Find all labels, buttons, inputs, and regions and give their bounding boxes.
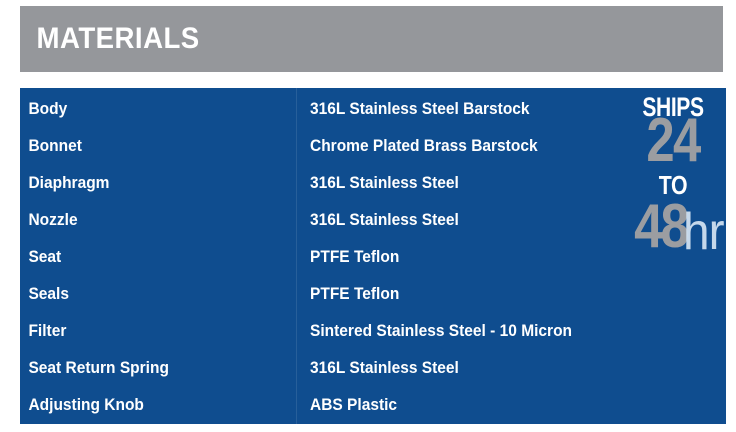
material-value: PTFE Teflon: [310, 248, 400, 266]
materials-table: Body 316L Stainless Steel Barstock Bonne…: [20, 88, 726, 424]
table-row: Adjusting Knob ABS Plastic: [20, 387, 726, 424]
table-row: Seat PTFE Teflon: [20, 239, 726, 276]
badge-ships-label: SHIPS: [642, 92, 704, 122]
table-row: Seals PTFE Teflon: [20, 276, 726, 313]
table-row: Seat Return Spring 316L Stainless Steel: [20, 350, 726, 387]
materials-panel: Body 316L Stainless Steel Barstock Bonne…: [20, 88, 726, 424]
material-name: Bonnet: [28, 137, 82, 155]
material-name: Body: [28, 100, 68, 118]
material-name: Seat: [28, 248, 62, 266]
ships-24-to-48hr-badge: SHIPS 24 TO 48hr: [606, 88, 726, 268]
material-name: Seals: [28, 285, 69, 303]
material-value: PTFE Teflon: [310, 285, 400, 303]
material-value: Sintered Stainless Steel - 10 Micron: [310, 322, 573, 340]
badge-hours-from: 24: [646, 106, 701, 175]
material-value: 316L Stainless Steel Barstock: [310, 100, 530, 118]
table-row: Nozzle 316L Stainless Steel: [20, 202, 726, 239]
material-name: Adjusting Knob: [28, 396, 144, 414]
badge-to-label: TO: [658, 170, 688, 200]
table-row: Diaphragm 316L Stainless Steel: [20, 165, 726, 202]
material-name: Diaphragm: [28, 174, 110, 192]
material-value: 316L Stainless Steel: [310, 211, 459, 229]
material-value: 316L Stainless Steel: [310, 174, 459, 192]
material-name: Seat Return Spring: [28, 359, 169, 377]
material-value: Chrome Plated Brass Barstock: [310, 137, 538, 155]
material-value: ABS Plastic: [310, 396, 398, 414]
material-name: Filter: [28, 322, 67, 340]
material-name: Nozzle: [28, 211, 78, 229]
table-row: Bonnet Chrome Plated Brass Barstock: [20, 128, 726, 165]
material-value: 316L Stainless Steel: [310, 359, 459, 377]
badge-hours-to-group: 48hr: [606, 192, 726, 261]
section-header: MATERIALS: [20, 6, 723, 72]
column-divider: [296, 88, 297, 424]
badge-hours-to: 48: [634, 192, 689, 261]
table-row: Filter Sintered Stainless Steel - 10 Mic…: [20, 313, 726, 350]
badge-hours-unit: hr: [683, 203, 725, 261]
page-title: MATERIALS: [36, 22, 200, 55]
table-row: Body 316L Stainless Steel Barstock: [20, 91, 726, 128]
